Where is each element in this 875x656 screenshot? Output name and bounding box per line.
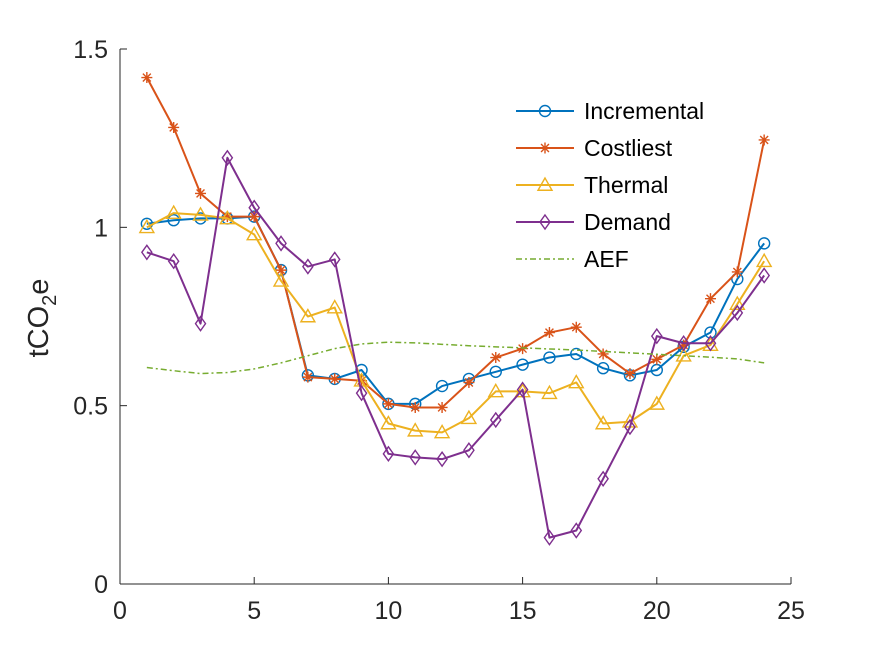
data-point-costliest [329, 373, 340, 384]
y-tick-label: 0.5 [73, 393, 108, 421]
series-line-demand [147, 158, 764, 538]
x-tick-label: 0 [113, 597, 127, 625]
data-point-costliest [759, 134, 770, 145]
data-point-costliest [490, 352, 501, 363]
data-point-thermal [757, 254, 771, 266]
series [140, 72, 771, 545]
data-point-costliest [544, 327, 555, 338]
legend-label-costliest: Costliest [584, 135, 673, 161]
data-point-costliest [705, 293, 716, 304]
y-tick-label: 1.5 [73, 36, 108, 64]
data-point-costliest [168, 122, 179, 133]
data-point-costliest [732, 266, 743, 277]
data-point-costliest [383, 398, 394, 409]
data-point-costliest [141, 72, 152, 83]
data-point-costliest [624, 368, 635, 379]
legend-marker-costliest [540, 143, 551, 154]
y-tick-label: 0 [94, 571, 108, 599]
x-tick-label: 5 [247, 597, 261, 625]
y-axis-label: tCO2e [23, 279, 61, 358]
x-tick-label: 10 [374, 597, 402, 625]
data-point-costliest [571, 322, 582, 333]
legend-entry-aef: AEF [516, 246, 629, 272]
series-incremental [141, 211, 769, 409]
legend-entry-thermal: Thermal [516, 172, 668, 198]
y-ticks: 0 0.5 1 1.5 [73, 36, 127, 599]
series-demand [142, 151, 769, 545]
data-point-demand [142, 245, 152, 259]
legend: Incremental Costliest Thermal Demand AEF [516, 98, 704, 272]
axes [120, 49, 791, 584]
series-line-thermal [147, 213, 764, 432]
data-point-costliest [302, 372, 313, 383]
data-point-costliest [651, 354, 662, 365]
data-point-costliest [463, 377, 474, 388]
series-thermal [140, 206, 771, 438]
data-point-costliest [598, 348, 609, 359]
x-tick-label: 20 [643, 597, 671, 625]
x-tick-label: 25 [777, 597, 805, 625]
legend-entry-costliest: Costliest [516, 135, 673, 161]
x-tick-label: 15 [509, 597, 537, 625]
y-tick-label: 1 [94, 214, 108, 242]
legend-label-incremental: Incremental [584, 98, 704, 124]
legend-entry-demand: Demand [516, 209, 671, 235]
legend-label-thermal: Thermal [584, 172, 668, 198]
data-point-costliest [410, 402, 421, 413]
legend-label-aef: AEF [584, 246, 629, 272]
data-point-costliest [195, 188, 206, 199]
data-point-costliest [437, 402, 448, 413]
legend-entry-incremental: Incremental [516, 98, 704, 124]
legend-label-demand: Demand [584, 209, 671, 235]
